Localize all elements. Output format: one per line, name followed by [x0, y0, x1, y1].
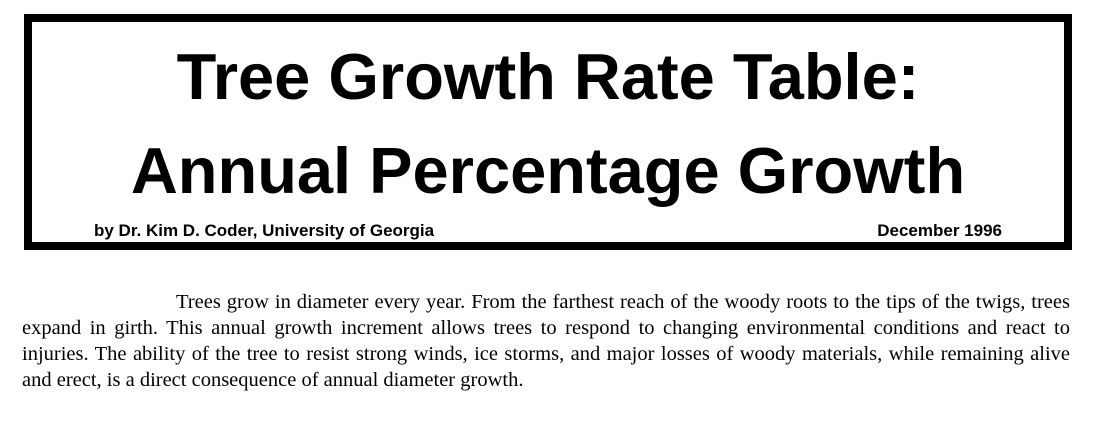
- intro-paragraph: Trees grow in diameter every year. From …: [22, 291, 1070, 391]
- author-byline: by Dr. Kim D. Coder, University of Georg…: [94, 221, 435, 240]
- title-box: Tree Growth Rate Table: Annual Percentag…: [24, 14, 1072, 250]
- title-line-2: Annual Percentage Growth: [130, 134, 966, 207]
- publication-date: December 1996: [877, 221, 1002, 240]
- title-line-1: Tree Growth Rate Table:: [176, 40, 920, 113]
